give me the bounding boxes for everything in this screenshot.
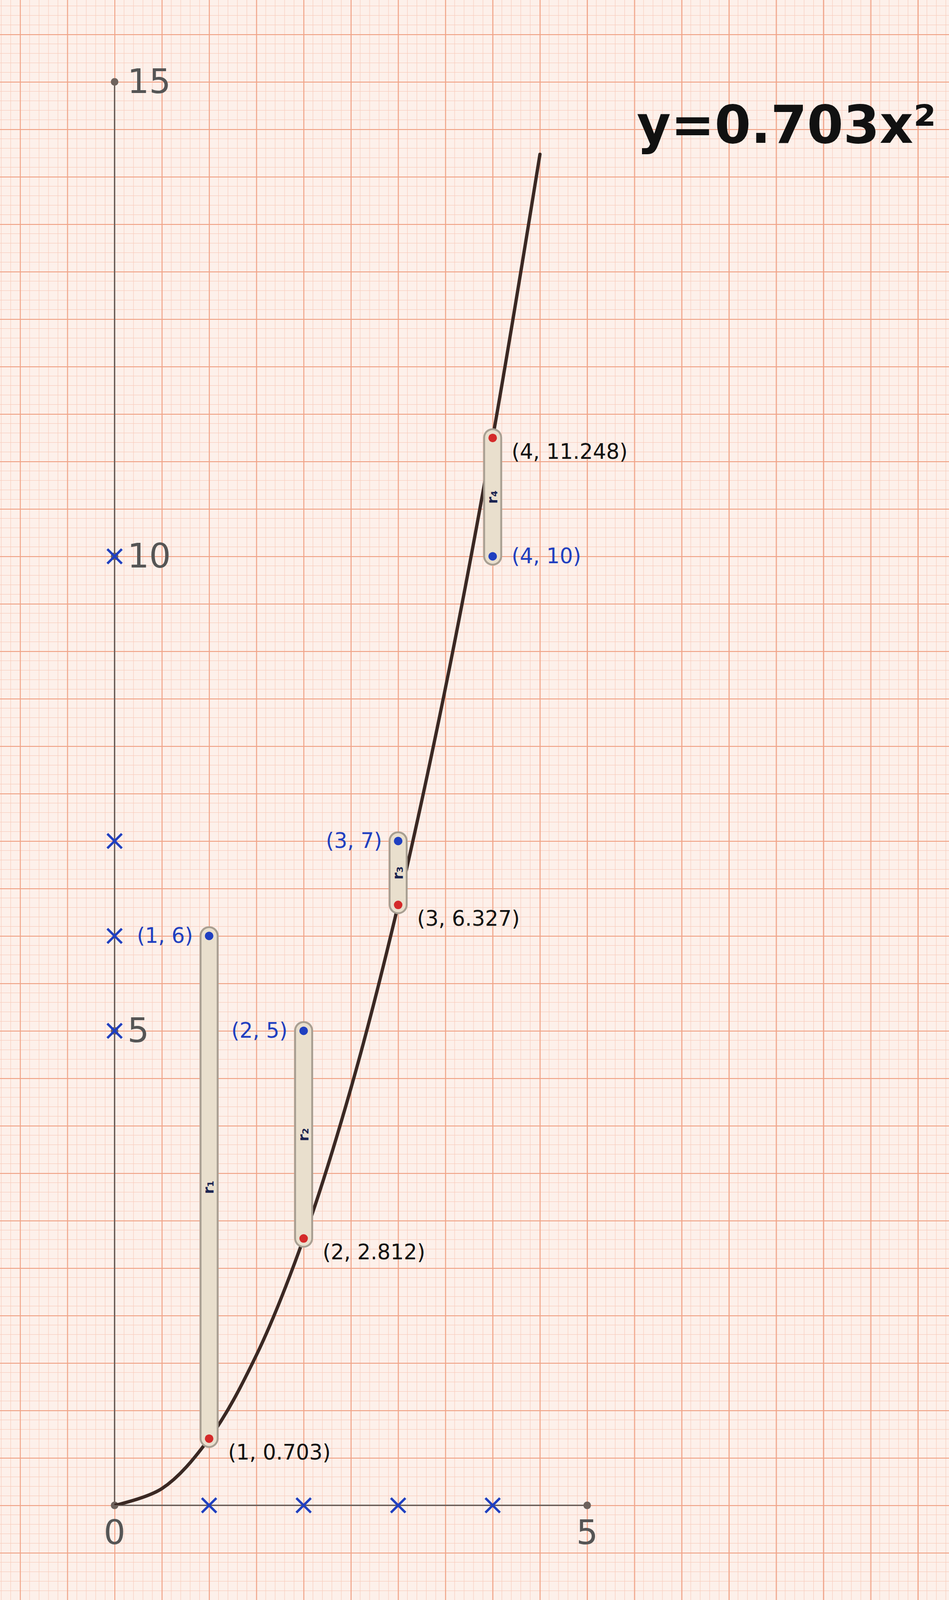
svg-text:10: 10 <box>127 535 172 576</box>
svg-text:(4, 10): (4, 10) <box>511 543 581 568</box>
svg-text:(1, 0.703): (1, 0.703) <box>228 1440 331 1465</box>
svg-text:5: 5 <box>576 1512 599 1553</box>
svg-text:(4, 11.248): (4, 11.248) <box>511 439 628 464</box>
svg-text:15: 15 <box>127 61 172 102</box>
svg-text:(3, 7): (3, 7) <box>325 828 382 853</box>
svg-text:y=0.703x²: y=0.703x² <box>636 94 937 156</box>
svg-text:r₁: r₁ <box>200 1180 217 1194</box>
svg-text:(1, 6): (1, 6) <box>136 923 193 948</box>
svg-text:r₃: r₃ <box>389 866 407 880</box>
svg-text:5: 5 <box>127 1010 150 1051</box>
svg-text:r₄: r₄ <box>483 490 501 504</box>
svg-text:r₂: r₂ <box>295 1127 312 1142</box>
svg-text:(2, 2.812): (2, 2.812) <box>322 1239 426 1265</box>
svg-text:0: 0 <box>103 1512 126 1553</box>
svg-text:(2, 5): (2, 5) <box>231 1018 288 1043</box>
svg-text:(3, 6.327): (3, 6.327) <box>417 906 520 931</box>
